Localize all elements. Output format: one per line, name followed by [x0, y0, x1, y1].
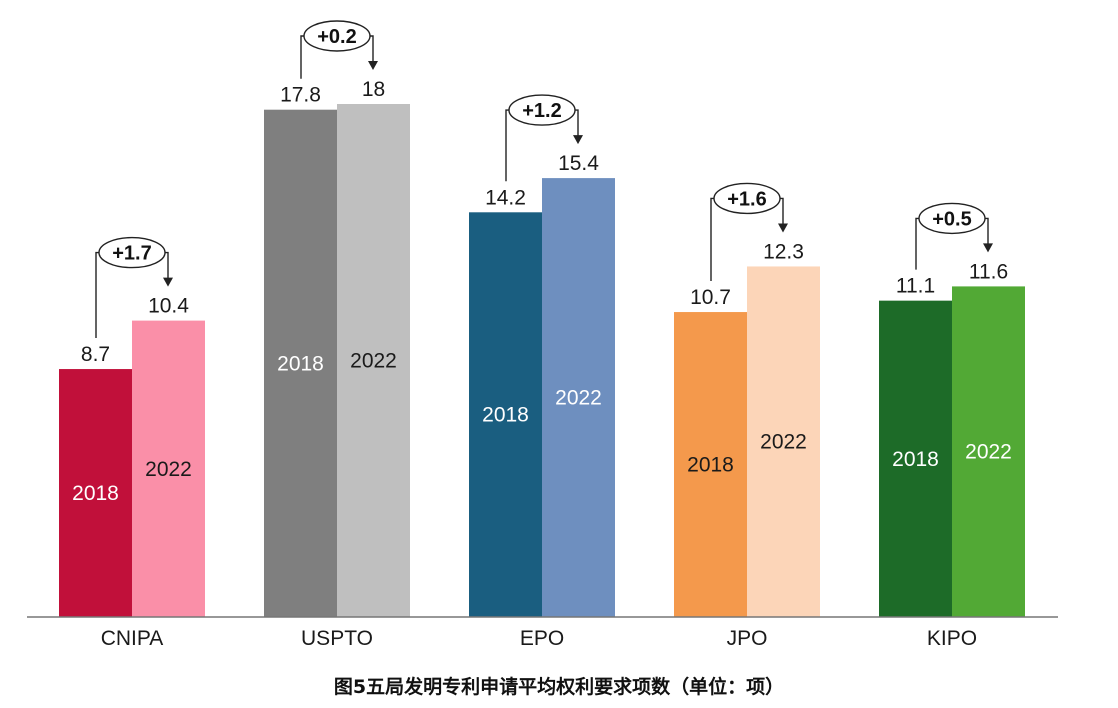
bar-label-uspto-2018: 2018	[277, 352, 324, 375]
bar-label-cnipa-2018: 2018	[72, 482, 119, 505]
value-kipo-2022: 11.6	[969, 260, 1008, 283]
delta-bubble-cnipa	[98, 236, 166, 269]
bar-cnipa-2022	[132, 320, 205, 617]
bar-label-uspto-2022: 2022	[350, 350, 397, 373]
value-jpo-2022: 12.3	[763, 240, 804, 263]
value-epo-2018: 14.2	[485, 186, 526, 209]
bar-label-jpo-2018: 2018	[687, 454, 734, 477]
delta-arrow-epo	[573, 135, 583, 145]
category-label-jpo: JPO	[727, 627, 768, 650]
delta-bubble-kipo	[918, 202, 986, 235]
value-uspto-2018: 17.8	[280, 84, 321, 107]
bar-label-jpo-2022: 2022	[760, 431, 807, 454]
bar-epo-2022	[542, 178, 615, 617]
delta-label-jpo: +1.6	[727, 188, 766, 210]
value-jpo-2018: 10.7	[690, 286, 731, 309]
value-cnipa-2022: 10.4	[148, 295, 189, 318]
bar-kipo-2022	[952, 286, 1025, 617]
delta-arrow-uspto	[368, 61, 378, 70]
delta-bubble-epo	[508, 94, 576, 126]
bar-label-epo-2018: 2018	[482, 404, 529, 427]
bar-label-cnipa-2022: 2022	[145, 458, 192, 481]
bar-uspto-2022	[337, 104, 410, 617]
value-cnipa-2018: 8.7	[81, 343, 110, 366]
delta-arrow-jpo	[778, 223, 788, 233]
value-kipo-2018: 11.1	[896, 275, 935, 298]
delta-bubble-jpo	[713, 182, 781, 215]
delta-arrow-kipo	[983, 243, 993, 253]
category-label-kipo: KIPO	[927, 627, 977, 650]
chart-caption: 图5五局发明专利申请平均权利要求项数（单位：项）	[333, 676, 785, 698]
category-label-uspto: USPTO	[301, 627, 373, 650]
value-epo-2022: 15.4	[558, 152, 599, 175]
bar-label-epo-2022: 2022	[555, 387, 602, 410]
delta-bubble-uspto	[303, 20, 371, 52]
value-uspto-2022: 18	[362, 78, 385, 101]
bar-cnipa-2018	[59, 369, 132, 617]
bar-chart: 2018 2022 8.7 10.4 CNIPA +1.7 2018 2022 17.8 18 US…	[27, 20, 1058, 650]
bar-jpo-2022	[747, 266, 820, 617]
bar-jpo-2018	[674, 312, 747, 617]
category-label-cnipa: CNIPA	[101, 627, 164, 650]
delta-arrow-cnipa	[163, 277, 173, 287]
delta-label-epo: +1.2	[522, 100, 561, 122]
bar-label-kipo-2022: 2022	[965, 441, 1012, 464]
bar-epo-2018	[469, 212, 542, 618]
delta-label-uspto: +0.2	[317, 26, 356, 48]
bar-uspto-2018	[264, 109, 337, 617]
bar-kipo-2018	[879, 300, 952, 617]
delta-label-kipo: +0.5	[932, 208, 971, 230]
delta-label-cnipa: +1.7	[112, 243, 151, 265]
category-label-epo: EPO	[520, 627, 564, 650]
bar-label-kipo-2018: 2018	[892, 448, 939, 471]
